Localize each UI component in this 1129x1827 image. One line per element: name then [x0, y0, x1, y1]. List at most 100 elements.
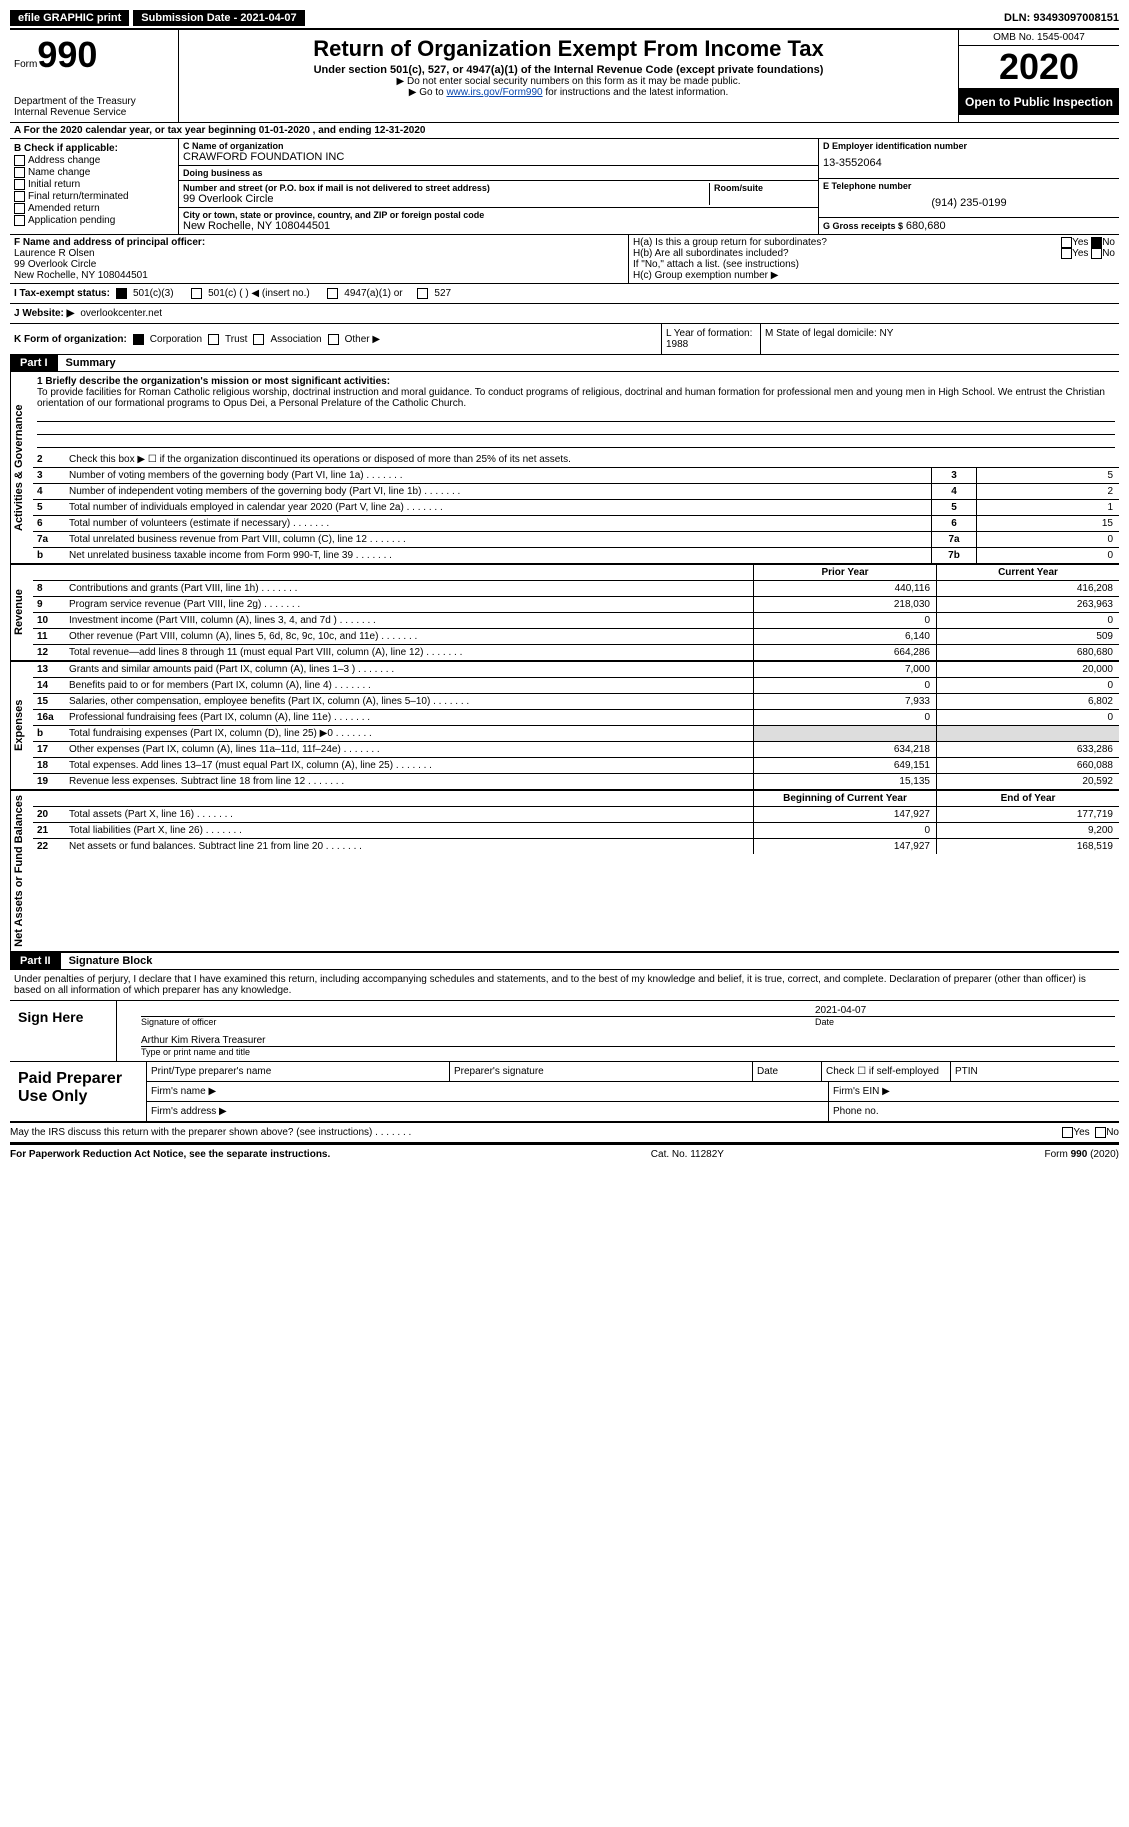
lbl-4947: 4947(a)(1) or: [344, 288, 402, 299]
mission-block: 1 Briefly describe the organization's mi…: [33, 372, 1119, 452]
footer-mid: Cat. No. 11282Y: [651, 1149, 724, 1160]
gross: 680,680: [906, 220, 946, 232]
website-val: overlookcenter.net: [80, 308, 162, 319]
chk-initial[interactable]: [14, 179, 25, 190]
discuss-no-chk[interactable]: [1095, 1127, 1106, 1138]
lbl-pending: Application pending: [28, 215, 115, 226]
discuss-yes: Yes: [1073, 1127, 1089, 1138]
sig-name-cap: Type or print name and title: [141, 1047, 1115, 1057]
ha-lbl: H(a) Is this a group return for subordin…: [633, 237, 1061, 248]
form-title: Return of Organization Exempt From Incom…: [183, 36, 954, 62]
sig-officer-line[interactable]: [141, 1005, 811, 1017]
ha-no-chk[interactable]: [1091, 237, 1102, 248]
firm-addr: Firm's address ▶: [147, 1102, 829, 1121]
status-row: I Tax-exempt status: 501(c)(3) 501(c) ( …: [10, 284, 1119, 304]
dba-cell: Doing business as: [179, 166, 818, 181]
lbl-amended: Amended return: [28, 203, 100, 214]
col-c: C Name of organization CRAWFORD FOUNDATI…: [179, 139, 818, 234]
city-lbl: City or town, state or province, country…: [183, 210, 814, 220]
org-name-lbl: C Name of organization: [183, 141, 814, 151]
footer-left: For Paperwork Reduction Act Notice, see …: [10, 1149, 330, 1160]
chk-amended[interactable]: [14, 203, 25, 214]
signature-block: Under penalties of perjury, I declare th…: [10, 970, 1119, 1062]
vlabel-governance: Activities & Governance: [10, 372, 33, 563]
website-lbl: J Website: ▶: [14, 308, 74, 319]
form-label: Form: [14, 59, 37, 70]
part2-title: Signature Block: [61, 953, 161, 969]
ein-cell: D Employer identification number 13-3552…: [819, 139, 1119, 179]
lbl-trust: Trust: [225, 334, 247, 345]
chk-final[interactable]: [14, 191, 25, 202]
city-cell: City or town, state or province, country…: [179, 208, 818, 234]
ein: 13-3552064: [823, 157, 1115, 169]
officer-cell: F Name and address of principal officer:…: [10, 235, 629, 283]
hdr-prior: Prior Year: [753, 565, 936, 580]
instr1: ▶ Do not enter social security numbers o…: [183, 76, 954, 87]
lbl-corp: Corporation: [150, 334, 202, 345]
instr2-post: for instructions and the latest informat…: [543, 87, 729, 98]
chk-501c[interactable]: [191, 288, 202, 299]
sig-date: 2021-04-07: [811, 1005, 1115, 1017]
website-row: J Website: ▶ overlookcenter.net: [10, 304, 1119, 324]
chk-address[interactable]: [14, 155, 25, 166]
discuss-yes-chk[interactable]: [1062, 1127, 1073, 1138]
chk-pending[interactable]: [14, 215, 25, 226]
year-formation: L Year of formation: 1988: [662, 324, 761, 354]
submission-btn[interactable]: Submission Date - 2021-04-07: [133, 10, 304, 26]
section-revenue: Revenue Prior Year Current Year 8Contrib…: [10, 565, 1119, 662]
form-subtitle: Under section 501(c), 527, or 4947(a)(1)…: [183, 64, 954, 76]
sig-officer-cap: Signature of officer: [141, 1017, 815, 1027]
irs-link[interactable]: www.irs.gov/Form990: [446, 87, 542, 98]
kform-lbl: K Form of organization:: [14, 334, 127, 345]
lbl-501c3: 501(c)(3): [133, 288, 174, 299]
q1-lbl: 1 Briefly describe the organization's mi…: [37, 376, 390, 387]
hb-no-chk[interactable]: [1091, 248, 1102, 259]
section-governance: Activities & Governance 1 Briefly descri…: [10, 372, 1119, 565]
hb-no: No: [1102, 248, 1115, 259]
efile-btn[interactable]: efile GRAPHIC print: [10, 10, 129, 26]
lbl-address: Address change: [28, 155, 100, 166]
chk-assoc[interactable]: [253, 334, 264, 345]
h-cell: H(a) Is this a group return for subordin…: [629, 235, 1119, 283]
phone-lbl: E Telephone number: [823, 181, 1115, 191]
lbl-initial: Initial return: [28, 179, 80, 190]
chk-name[interactable]: [14, 167, 25, 178]
chk-trust[interactable]: [208, 334, 219, 345]
ha-yes: Yes: [1072, 237, 1088, 248]
header-right: OMB No. 1545-0047 2020 Open to Public In…: [958, 30, 1119, 122]
prep-h3: Date: [753, 1062, 822, 1081]
part2-header: Part II Signature Block: [10, 953, 1119, 970]
part1-title: Summary: [58, 355, 124, 371]
line-a: A For the 2020 calendar year, or tax yea…: [10, 123, 1119, 139]
header-mid: Return of Organization Exempt From Incom…: [179, 30, 958, 122]
perjury-text: Under penalties of perjury, I declare th…: [10, 970, 1119, 1001]
dept-label: Department of the Treasury Internal Reve…: [14, 96, 174, 118]
chk-527[interactable]: [417, 288, 428, 299]
chk-501c3[interactable]: [116, 288, 127, 299]
discuss-row: May the IRS discuss this return with the…: [10, 1123, 1119, 1144]
chk-other[interactable]: [328, 334, 339, 345]
officer-addr1: 99 Overlook Circle: [14, 259, 624, 270]
room-lbl: Room/suite: [714, 183, 814, 193]
chk-4947[interactable]: [327, 288, 338, 299]
dln: DLN: 93493097008151: [1004, 12, 1119, 24]
part1-header: Part I Summary: [10, 355, 1119, 372]
vlabel-netassets: Net Assets or Fund Balances: [10, 791, 33, 951]
officer-lbl: F Name and address of principal officer:: [14, 237, 624, 248]
chk-corp[interactable]: [133, 334, 144, 345]
part2-tag: Part II: [10, 953, 61, 969]
vlabel-expenses: Expenses: [10, 662, 33, 789]
sign-here: Sign Here: [10, 1001, 117, 1061]
firm-name: Firm's name ▶: [147, 1082, 829, 1101]
form-number: 990: [37, 34, 97, 75]
tax-year: 2020: [959, 46, 1119, 89]
lbl-name: Name change: [28, 167, 90, 178]
officer-name: Laurence R Olsen: [14, 248, 624, 259]
h-note: If "No," attach a list. (see instruction…: [633, 259, 1115, 270]
ha-yes-chk[interactable]: [1061, 237, 1072, 248]
hb-yes-chk[interactable]: [1061, 248, 1072, 259]
org-name: CRAWFORD FOUNDATION INC: [183, 151, 814, 163]
org-name-cell: C Name of organization CRAWFORD FOUNDATI…: [179, 139, 818, 166]
col-d: D Employer identification number 13-3552…: [818, 139, 1119, 234]
ein-lbl: D Employer identification number: [823, 141, 1115, 151]
